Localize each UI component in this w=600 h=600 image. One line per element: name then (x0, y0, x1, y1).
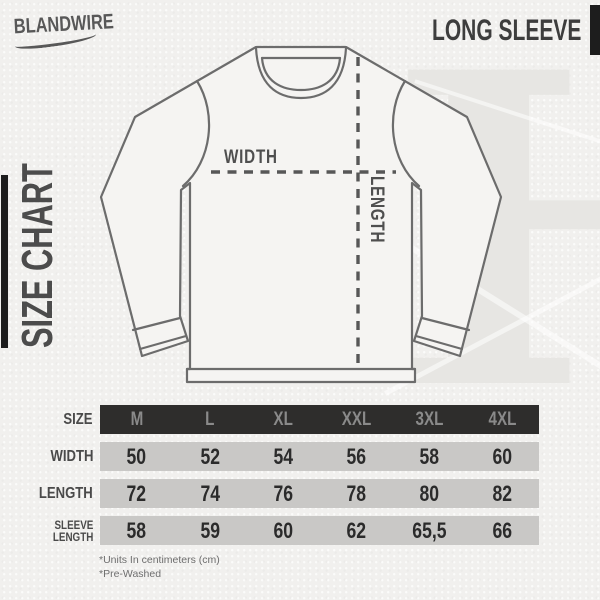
column-header: XL (273, 408, 293, 430)
size-cell: 50 (126, 443, 147, 469)
shirt-outline (99, 45, 503, 384)
size-cell: 65,5 (412, 517, 447, 543)
size-cell: 82 (492, 480, 513, 506)
size-cell: 74 (199, 480, 220, 506)
length-values-bar: 72 74 76 78 80 82 (100, 479, 539, 508)
header-bar: M L XL XXL 3XL 4XL (100, 405, 539, 434)
cuff-right-inner (414, 334, 464, 351)
column-header: L (205, 408, 215, 430)
column-header: M (130, 408, 143, 430)
size-cell: 60 (492, 443, 513, 469)
length-row: LENGTH 72 74 76 78 80 82 (39, 479, 539, 508)
column-header: 3XL (415, 408, 444, 430)
size-cell: 58 (126, 517, 147, 543)
size-cell: 80 (419, 480, 440, 506)
row-label: LENGTH (39, 484, 93, 502)
footnote-prewashed: *Pre-Washed (99, 568, 162, 581)
corner-label: SIZE (63, 410, 93, 428)
size-cell: 62 (346, 517, 366, 543)
sleeve-length-values-bar: 58 59 60 62 65,5 66 (100, 516, 539, 545)
cuff-left-inner (138, 334, 188, 351)
armhole-right (391, 79, 421, 188)
right-accent-bar (590, 5, 600, 55)
size-cell: 59 (199, 517, 220, 543)
left-accent-bar (1, 175, 8, 348)
size-cell: 76 (273, 480, 293, 506)
collar-outer (254, 46, 348, 100)
size-cell: 56 (346, 443, 366, 469)
row-label: WIDTH (50, 447, 93, 465)
column-header: XXL (341, 408, 371, 430)
armhole-left (181, 79, 211, 188)
product-title: LONG SLEEVE (431, 14, 581, 47)
sleeve-length-row: SLEEVE LENGTH 58 59 60 62 65,5 66 (47, 516, 539, 545)
size-cell: 66 (492, 517, 513, 543)
width-dimension-label: WIDTH (224, 147, 278, 168)
width-row: WIDTH 50 52 54 56 58 60 (47, 442, 539, 471)
size-table-header-row: SIZE M L XL XXL 3XL 4XL (47, 405, 539, 434)
size-cell: 72 (126, 480, 147, 506)
size-table: SIZE M L XL XXL 3XL 4XL WIDTH 50 52 54 5… (39, 405, 539, 581)
length-dimension-label: LENGTH (366, 176, 387, 244)
cuff-right-top (420, 316, 471, 332)
collar-inner (260, 56, 342, 92)
column-header: 4XL (488, 408, 517, 430)
size-cell: 58 (419, 443, 440, 469)
cuff-left-top (131, 316, 182, 332)
size-cell: 54 (273, 443, 293, 469)
footnote-units: *Units In centimeters (cm) (99, 554, 220, 566)
size-cell: 60 (273, 517, 293, 543)
size-cell: 52 (199, 443, 220, 469)
width-values-bar: 50 52 54 56 58 60 (100, 442, 539, 471)
row-label: SLEEVE LENGTH (52, 517, 94, 544)
size-cell: 78 (346, 480, 366, 506)
footnotes: *Units In centimeters (cm) *Pre-Washed (99, 553, 539, 581)
